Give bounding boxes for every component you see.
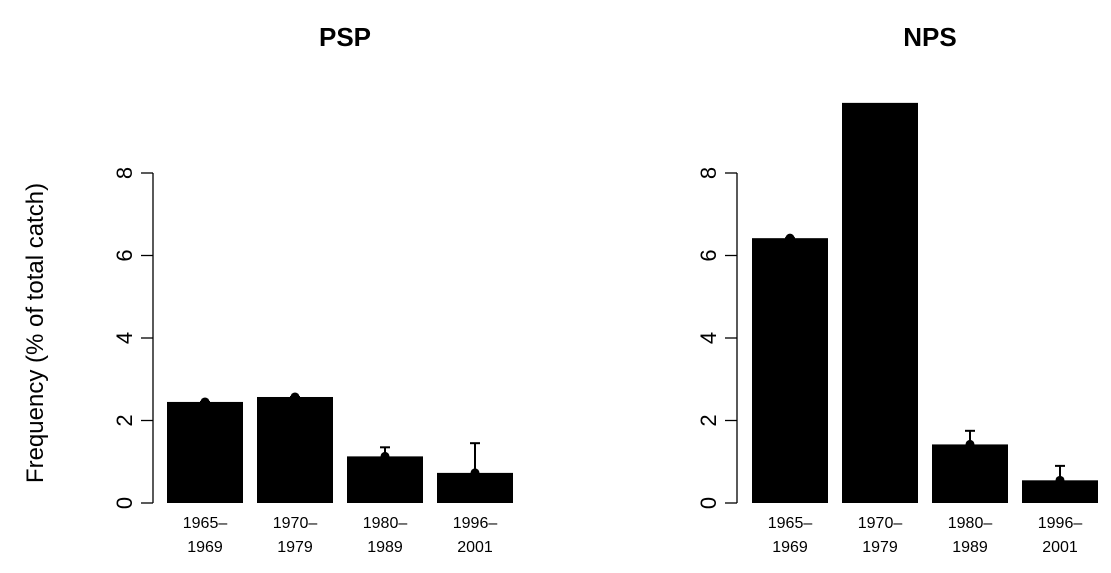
- mean-point: [470, 468, 480, 478]
- mean-point: [1055, 475, 1065, 485]
- x-tick-label: 1965– 1969: [183, 515, 228, 556]
- bar: [752, 238, 828, 504]
- y-tick-label: 6: [696, 249, 721, 261]
- y-axis-label: Frequency (% of total catch): [22, 183, 49, 483]
- x-tick-label: 1996– 2001: [1038, 515, 1083, 556]
- y-tick-label: 2: [696, 414, 721, 426]
- bar: [257, 396, 333, 503]
- mean-point: [200, 397, 210, 407]
- x-tick-label: 1965– 1969: [768, 515, 813, 556]
- mean-point: [290, 392, 300, 402]
- x-tick-label: 1996– 2001: [453, 515, 498, 556]
- bar: [842, 102, 918, 503]
- bar: [1022, 480, 1098, 503]
- bar: [347, 456, 423, 503]
- y-tick-label: 8: [696, 167, 721, 179]
- mean-point: [380, 451, 390, 461]
- y-tick-label: 0: [696, 497, 721, 509]
- mean-point: [785, 233, 795, 243]
- bar: [437, 472, 513, 503]
- y-tick-label: 0: [112, 497, 137, 509]
- y-tick-label: 2: [112, 414, 137, 426]
- y-tick-label: 4: [112, 332, 137, 344]
- x-tick-label: 1970– 1979: [273, 515, 318, 556]
- y-tick-label: 4: [696, 332, 721, 344]
- x-tick-label: 1980– 1989: [363, 515, 408, 556]
- y-tick-label: 8: [112, 167, 137, 179]
- x-tick-label: 1970– 1979: [858, 515, 903, 556]
- bar: [167, 401, 243, 503]
- x-tick-label: 1980– 1989: [948, 515, 993, 556]
- mean-point: [965, 439, 975, 449]
- y-tick-label: 6: [112, 249, 137, 261]
- chart-title: NPS: [903, 22, 956, 52]
- chart-title: PSP: [319, 22, 371, 52]
- bar: [932, 444, 1008, 503]
